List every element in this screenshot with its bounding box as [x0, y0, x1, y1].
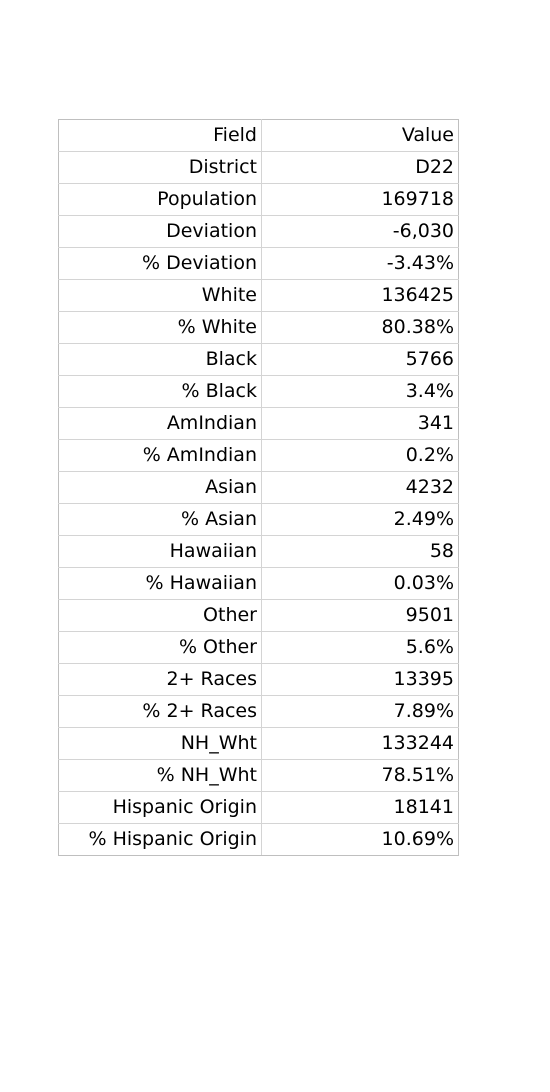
field-cell: NH_Wht: [58, 727, 262, 760]
value-cell: 78.51%: [261, 759, 459, 792]
field-cell: Other: [58, 599, 262, 632]
value-cell: 341: [261, 407, 459, 440]
table-row: % 2+ Races 7.89%: [58, 695, 459, 728]
field-cell: % White: [58, 311, 262, 344]
table-row: % Hispanic Origin 10.69%: [58, 823, 459, 856]
value-cell: 0.2%: [261, 439, 459, 472]
district-data-table: Field Value District D22 Population 169718 D…: [58, 119, 459, 856]
table-row: % Other 5.6%: [58, 631, 459, 664]
field-cell: 2+ Races: [58, 663, 262, 696]
table-row: White 136425: [58, 279, 459, 312]
table-row: Other 9501: [58, 599, 459, 632]
value-cell: 2.49%: [261, 503, 459, 536]
value-cell: 9501: [261, 599, 459, 632]
value-cell: 3.4%: [261, 375, 459, 408]
value-cell: -6,030: [261, 215, 459, 248]
table-row: Hispanic Origin 18141: [58, 791, 459, 824]
field-cell: Population: [58, 183, 262, 216]
value-cell: 169718: [261, 183, 459, 216]
table-row: % Hawaiian 0.03%: [58, 567, 459, 600]
table-row: NH_Wht 133244: [58, 727, 459, 760]
field-cell: Black: [58, 343, 262, 376]
value-cell: 136425: [261, 279, 459, 312]
table-row: % Asian 2.49%: [58, 503, 459, 536]
table-header-row: Field Value: [58, 119, 459, 152]
table-row: % AmIndian 0.2%: [58, 439, 459, 472]
table-row: % NH_Wht 78.51%: [58, 759, 459, 792]
field-column-header: Field: [58, 119, 262, 152]
field-cell: AmIndian: [58, 407, 262, 440]
value-cell: 13395: [261, 663, 459, 696]
field-cell: % Asian: [58, 503, 262, 536]
value-cell: 0.03%: [261, 567, 459, 600]
field-cell: % NH_Wht: [58, 759, 262, 792]
table-row: Asian 4232: [58, 471, 459, 504]
value-cell: 133244: [261, 727, 459, 760]
value-cell: 10.69%: [261, 823, 459, 856]
field-cell: % Deviation: [58, 247, 262, 280]
table-row: Population 169718: [58, 183, 459, 216]
value-cell: 18141: [261, 791, 459, 824]
value-cell: 80.38%: [261, 311, 459, 344]
field-cell: % AmIndian: [58, 439, 262, 472]
field-cell: Hawaiian: [58, 535, 262, 568]
value-cell: 4232: [261, 471, 459, 504]
field-cell: Asian: [58, 471, 262, 504]
value-cell: 5766: [261, 343, 459, 376]
field-cell: % Black: [58, 375, 262, 408]
value-cell: D22: [261, 151, 459, 184]
table-row: District D22: [58, 151, 459, 184]
table-row: % Deviation -3.43%: [58, 247, 459, 280]
field-cell: % Other: [58, 631, 262, 664]
field-cell: White: [58, 279, 262, 312]
table-row: Black 5766: [58, 343, 459, 376]
table-row: AmIndian 341: [58, 407, 459, 440]
field-cell: Hispanic Origin: [58, 791, 262, 824]
field-cell: District: [58, 151, 262, 184]
table-body: Field Value District D22 Population 169718 D…: [58, 119, 459, 856]
table-row: 2+ Races 13395: [58, 663, 459, 696]
table-row: Deviation -6,030: [58, 215, 459, 248]
table-row: % White 80.38%: [58, 311, 459, 344]
field-cell: % Hispanic Origin: [58, 823, 262, 856]
field-cell: % Hawaiian: [58, 567, 262, 600]
field-cell: % 2+ Races: [58, 695, 262, 728]
table-row: Hawaiian 58: [58, 535, 459, 568]
value-cell: 58: [261, 535, 459, 568]
value-cell: -3.43%: [261, 247, 459, 280]
value-cell: 7.89%: [261, 695, 459, 728]
field-cell: Deviation: [58, 215, 262, 248]
value-column-header: Value: [261, 119, 459, 152]
table-row: % Black 3.4%: [58, 375, 459, 408]
value-cell: 5.6%: [261, 631, 459, 664]
